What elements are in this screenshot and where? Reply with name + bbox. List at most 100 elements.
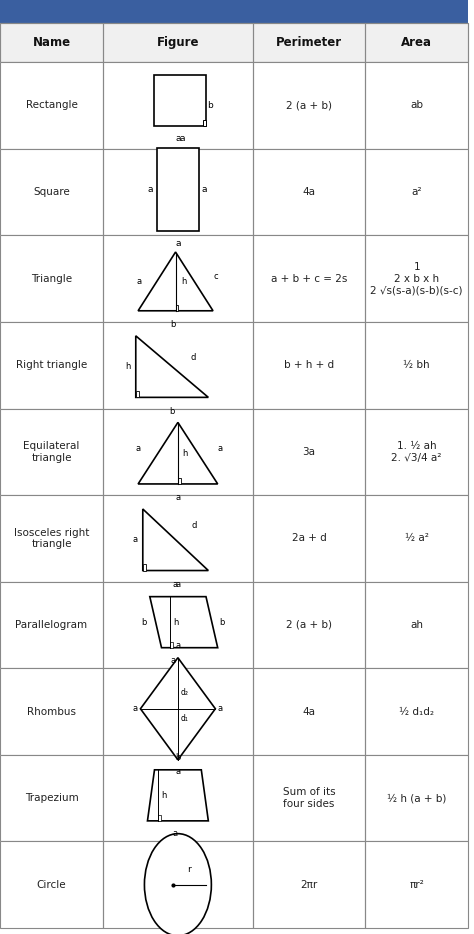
Text: Right triangle: Right triangle — [16, 361, 87, 370]
Bar — [157, 148, 199, 231]
Bar — [0, 149, 103, 235]
Bar — [0, 322, 468, 408]
Bar — [103, 235, 253, 322]
Text: b: b — [219, 617, 225, 627]
Text: a: a — [201, 185, 207, 193]
Text: Sum of its
four sides: Sum of its four sides — [283, 787, 335, 809]
Text: ½ d₁d₂: ½ d₁d₂ — [399, 706, 434, 716]
Text: d: d — [191, 353, 196, 361]
Text: a: a — [173, 580, 178, 588]
Text: h: h — [126, 362, 131, 371]
Text: h: h — [173, 617, 179, 627]
Text: a: a — [175, 767, 181, 776]
Bar — [365, 408, 468, 495]
Bar — [143, 564, 146, 571]
Text: a: a — [180, 134, 185, 143]
Bar — [0, 235, 103, 322]
Text: h: h — [182, 448, 188, 458]
Text: 1. ½ ah
2. √3/4 a²: 1. ½ ah 2. √3/4 a² — [392, 441, 442, 462]
Text: b: b — [142, 617, 147, 627]
Bar — [103, 755, 253, 842]
Text: 4a: 4a — [302, 187, 316, 197]
Bar — [365, 235, 468, 322]
Bar — [0, 668, 103, 755]
Text: 2πr: 2πr — [301, 880, 318, 890]
Text: πr²: πr² — [409, 880, 424, 890]
Bar — [0, 0, 468, 23]
Text: ½ bh: ½ bh — [403, 361, 430, 370]
Text: Isosceles right
triangle: Isosceles right triangle — [14, 528, 89, 549]
Text: Circle: Circle — [36, 880, 66, 890]
Text: 1
2 x b x h
2 √s(s-a)(s-b)(s-c): 1 2 x b x h 2 √s(s-a)(s-b)(s-c) — [370, 262, 463, 295]
Bar — [365, 63, 468, 149]
Text: a²: a² — [411, 187, 422, 197]
Bar — [365, 668, 468, 755]
Text: Rhombus: Rhombus — [27, 706, 76, 716]
Polygon shape — [150, 597, 218, 647]
Bar — [0, 23, 103, 63]
Text: a: a — [132, 704, 137, 714]
Bar — [0, 23, 468, 63]
Text: 3a: 3a — [302, 446, 316, 457]
Text: Parallelogram: Parallelogram — [16, 620, 88, 630]
Bar — [0, 235, 468, 322]
Text: a: a — [218, 444, 223, 453]
Bar — [175, 305, 178, 311]
Text: a: a — [135, 444, 140, 453]
Ellipse shape — [145, 834, 211, 934]
Bar — [365, 582, 468, 668]
Text: a: a — [175, 239, 181, 248]
Text: b: b — [208, 101, 213, 110]
Bar — [103, 495, 253, 582]
Bar — [253, 668, 365, 755]
Bar — [103, 23, 253, 63]
Text: Trapezium: Trapezium — [25, 793, 78, 803]
Text: 4a: 4a — [302, 706, 316, 716]
Text: a: a — [218, 704, 223, 714]
Bar — [0, 495, 103, 582]
Bar — [365, 149, 468, 235]
Text: d: d — [192, 521, 197, 531]
Text: a: a — [173, 829, 178, 838]
Text: Name: Name — [32, 36, 71, 50]
Text: Figure: Figure — [156, 36, 199, 50]
Bar — [103, 582, 253, 668]
Text: ½ a²: ½ a² — [405, 533, 428, 544]
Polygon shape — [143, 509, 209, 571]
Bar — [365, 23, 468, 63]
Text: 2a + d: 2a + d — [292, 533, 327, 544]
Text: a: a — [175, 134, 181, 143]
Text: a: a — [171, 656, 176, 665]
Bar — [203, 120, 206, 126]
Bar — [0, 408, 468, 495]
Text: ½ h (a + b): ½ h (a + b) — [387, 793, 447, 803]
Bar — [170, 643, 173, 647]
Bar — [103, 408, 253, 495]
Bar — [103, 842, 253, 928]
Bar — [0, 495, 468, 582]
Polygon shape — [140, 658, 215, 759]
Bar — [365, 755, 468, 842]
Bar — [253, 582, 365, 668]
Text: Perimeter: Perimeter — [276, 36, 342, 50]
Polygon shape — [147, 770, 209, 821]
Bar — [253, 235, 365, 322]
Bar — [0, 755, 103, 842]
Bar — [136, 390, 139, 397]
Text: Area: Area — [401, 36, 432, 50]
Text: Equilateral
triangle: Equilateral triangle — [23, 441, 80, 462]
Bar — [0, 582, 103, 668]
Bar — [253, 842, 365, 928]
Bar — [365, 842, 468, 928]
Bar — [0, 63, 103, 149]
Text: a: a — [175, 580, 181, 589]
Text: c: c — [214, 273, 219, 281]
Text: 2 (a + b): 2 (a + b) — [286, 620, 332, 630]
Bar — [0, 149, 468, 235]
Text: a: a — [175, 642, 181, 650]
Bar — [103, 149, 253, 235]
Text: Triangle: Triangle — [31, 274, 72, 284]
Text: b + h + d: b + h + d — [284, 361, 334, 370]
Bar — [365, 322, 468, 408]
Bar — [0, 755, 468, 842]
